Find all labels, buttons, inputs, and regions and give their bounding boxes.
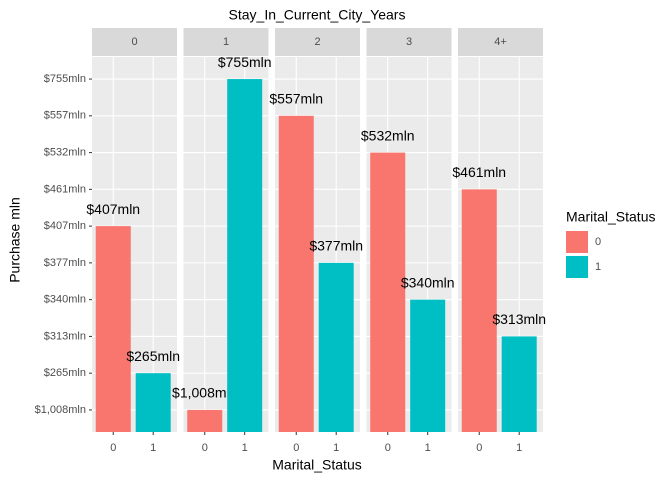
data-label: $557mln xyxy=(269,91,323,107)
y-tick-label: $1,008mln xyxy=(35,404,86,416)
bar xyxy=(135,373,171,432)
bar xyxy=(370,152,406,432)
legend-key xyxy=(566,231,588,253)
y-tick-label: $755mln xyxy=(44,73,86,85)
x-tick-label: 1 xyxy=(516,442,522,454)
bar xyxy=(227,79,263,432)
strip-label: 0 xyxy=(131,36,137,48)
y-tick-label: $407mln xyxy=(44,220,86,232)
x-tick-label: 0 xyxy=(110,442,116,454)
data-label: $313mln xyxy=(492,311,546,327)
y-tick-label: $532mln xyxy=(44,146,86,158)
data-label: $755mln xyxy=(218,54,272,70)
data-label: $265mln xyxy=(126,348,180,364)
bar xyxy=(410,299,446,432)
data-label: $377mln xyxy=(309,238,363,254)
bar xyxy=(461,189,497,432)
bar xyxy=(187,409,223,432)
legend-title: Marital_Status xyxy=(566,209,655,225)
x-tick-label: 1 xyxy=(242,442,248,454)
strip xyxy=(183,28,269,56)
strip xyxy=(366,28,452,56)
y-tick-label: $377mln xyxy=(44,257,86,269)
bar xyxy=(95,226,131,432)
bar xyxy=(318,262,354,432)
x-tick-label: 1 xyxy=(150,442,156,454)
y-tick-label: $461mln xyxy=(44,183,86,195)
x-axis-title: Marital_Status xyxy=(272,457,361,473)
bar xyxy=(501,336,537,432)
x-tick-label: 0 xyxy=(202,442,208,454)
strip-label: 4+ xyxy=(494,36,507,48)
strip-label: 3 xyxy=(406,36,412,48)
data-label: $407mln xyxy=(86,201,140,217)
x-tick-label: 0 xyxy=(385,442,391,454)
legend-label: 1 xyxy=(595,261,601,273)
strip xyxy=(275,28,360,56)
data-label: $461mln xyxy=(452,164,506,180)
data-label: $340mln xyxy=(401,274,455,290)
strip xyxy=(92,28,177,56)
data-label: $532mln xyxy=(361,127,415,143)
x-tick-label: 1 xyxy=(425,442,431,454)
y-tick-label: $313mln xyxy=(44,330,86,342)
strip-label: 2 xyxy=(314,36,320,48)
bar xyxy=(278,115,314,432)
x-tick-label: 1 xyxy=(333,442,339,454)
data-label: $1,008mln xyxy=(172,385,237,401)
x-tick-label: 0 xyxy=(476,442,482,454)
legend-key xyxy=(566,256,588,278)
y-tick-label: $557mln xyxy=(44,110,86,122)
legend-label: 0 xyxy=(595,236,601,248)
strip xyxy=(458,28,543,56)
y-tick-label: $265mln xyxy=(44,367,86,379)
x-tick-label: 0 xyxy=(293,442,299,454)
chart-title: Stay_In_Current_City_Years xyxy=(229,7,406,23)
y-tick-label: $340mln xyxy=(44,294,86,306)
strip-label: 1 xyxy=(223,36,229,48)
y-axis-title: Purchase mln xyxy=(7,197,23,283)
